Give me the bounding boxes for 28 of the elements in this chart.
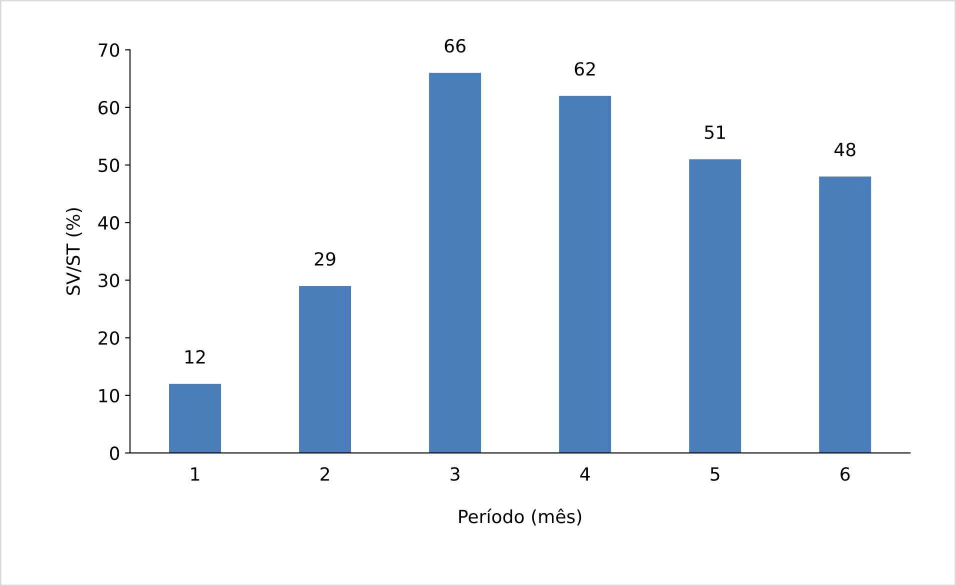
y-tick-label: 0 (110, 446, 120, 460)
x-tick-label: 2 (320, 467, 329, 481)
x-tick-label: 3 (450, 467, 460, 481)
x-tick-label: 6 (840, 467, 850, 481)
x-tick-label: 1 (191, 467, 200, 481)
y-tick-label: 70 (98, 43, 120, 57)
y-tick-label: 10 (99, 388, 120, 402)
data-label: 62 (574, 62, 595, 76)
bar (299, 286, 352, 453)
x-tick-label: 5 (710, 467, 720, 481)
bar (689, 159, 742, 453)
y-tick-label: 20 (98, 331, 120, 345)
bar (559, 96, 612, 453)
x-axis-title: Período (mês) (459, 508, 582, 526)
x-tick-label: 4 (580, 467, 590, 481)
y-tick-label: 60 (98, 100, 120, 115)
data-label: 66 (444, 39, 466, 53)
y-tick-label: 30 (98, 274, 120, 288)
data-label: 12 (186, 350, 205, 364)
y-axis-title: SV/ST (%) (66, 208, 82, 295)
data-label: 48 (834, 142, 856, 156)
bar (429, 72, 482, 453)
data-label: 51 (704, 126, 725, 140)
bar (169, 384, 222, 453)
bar (819, 176, 872, 453)
y-tick-label: 50 (98, 158, 120, 172)
y-tick-label: 40 (98, 216, 120, 230)
data-label: 29 (314, 252, 336, 266)
